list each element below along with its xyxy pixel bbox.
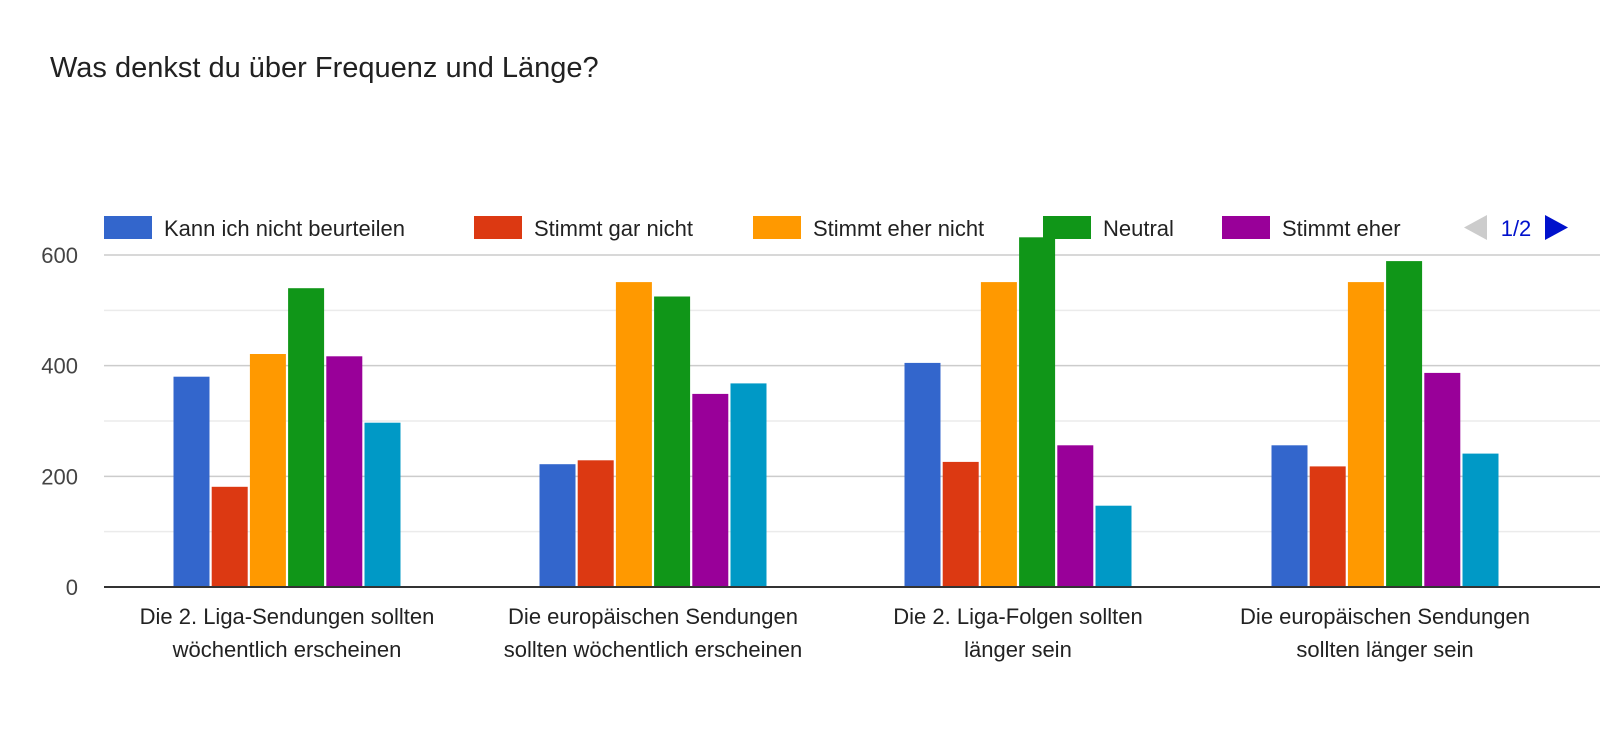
bar[interactable] [1019, 237, 1056, 588]
bar[interactable] [1386, 261, 1423, 587]
bar[interactable] [326, 356, 363, 587]
legend-label: Neutral [1103, 216, 1174, 241]
legend-swatch [753, 216, 801, 239]
legend-prev-page-icon[interactable] [1464, 215, 1487, 240]
legend-label: Kann ich nicht beurteilen [164, 216, 405, 241]
bar[interactable] [615, 282, 652, 587]
bar[interactable] [980, 282, 1017, 587]
chart-title: Was denkst du über Frequenz und Länge? [50, 52, 599, 84]
legend-swatch [1222, 216, 1270, 239]
bar[interactable] [288, 288, 325, 587]
legend-label: Stimmt eher [1282, 216, 1401, 241]
y-tick-label: 400 [41, 354, 78, 379]
bar[interactable] [211, 486, 248, 587]
y-tick-label: 200 [41, 464, 78, 489]
legend-next-page-icon[interactable] [1545, 215, 1568, 240]
bar[interactable] [904, 362, 941, 587]
bar[interactable] [1057, 445, 1094, 587]
x-category-label: Die 2. Liga-Folgen sollten länger sein [893, 604, 1142, 662]
bar[interactable] [1424, 372, 1461, 587]
y-tick-label: 0 [66, 575, 78, 600]
y-axis-ticks: 0 200 400 600 [41, 243, 78, 600]
bar[interactable] [1462, 453, 1499, 587]
bar[interactable] [539, 464, 576, 587]
bars [173, 237, 1499, 588]
legend: Kann ich nicht beurteilen Stimmt gar nich… [104, 216, 1401, 241]
bar[interactable] [1347, 282, 1384, 587]
x-category-label: Die 2. Liga-Sendungen sollten wöchentlich… [140, 604, 435, 662]
bar[interactable] [577, 460, 614, 587]
bar[interactable] [942, 461, 979, 587]
x-axis-category-labels: Die 2. Liga-Sendungen sollten wöchentlich… [140, 604, 1530, 662]
legend-label: Stimmt eher nicht [813, 216, 984, 241]
bar[interactable] [249, 354, 286, 587]
bar[interactable] [692, 393, 729, 587]
legend-page-indicator: 1/2 [1501, 216, 1532, 241]
legend-swatch [1043, 216, 1091, 239]
y-tick-label: 600 [41, 243, 78, 268]
legend-pager: 1/2 [1464, 215, 1568, 241]
bar[interactable] [730, 383, 767, 587]
legend-swatch [474, 216, 522, 239]
legend-label: Stimmt gar nicht [534, 216, 693, 241]
bar[interactable] [1309, 466, 1346, 587]
bar[interactable] [173, 376, 210, 587]
bar[interactable] [1271, 445, 1308, 587]
x-category-label: Die europäischen Sendungen sollten wöchen… [504, 604, 802, 662]
x-category-label: Die europäischen Sendungen sollten länger… [1240, 604, 1530, 662]
legend-swatch [104, 216, 152, 239]
bar[interactable] [364, 422, 401, 587]
bar[interactable] [1095, 505, 1132, 587]
bar[interactable] [654, 296, 691, 588]
